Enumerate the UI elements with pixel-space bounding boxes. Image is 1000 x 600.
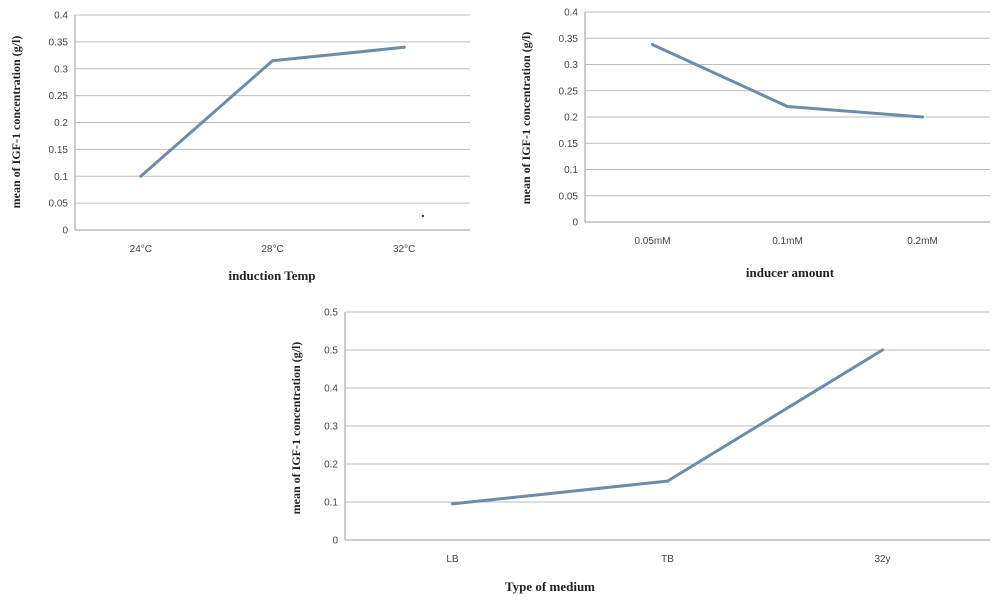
y-axis-title: mean of IGF-1 concentration (g/l) bbox=[289, 342, 303, 515]
x-tick-label: 24°C bbox=[130, 244, 152, 255]
y-tick-label: 0.4 bbox=[564, 8, 578, 19]
stray-dot bbox=[421, 214, 425, 218]
y-tick-label: 0.3 bbox=[54, 64, 68, 75]
y-tick-label: 0.4 bbox=[54, 11, 68, 22]
y-axis-title: mean of IGF-1 concentration (g/l) bbox=[519, 32, 533, 205]
x-axis-title: inducer amount bbox=[746, 265, 835, 280]
y-tick-label: 0.3 bbox=[324, 422, 338, 433]
x-tick-label: TB bbox=[661, 554, 674, 565]
y-tick-label: 0.4 bbox=[324, 384, 338, 395]
series-line bbox=[139, 45, 406, 178]
y-axis-title: mean of IGF-1 concentration (g/l) bbox=[9, 36, 23, 209]
data-point bbox=[451, 502, 454, 506]
x-axis-title: induction Temp bbox=[228, 268, 315, 283]
y-tick-label: 0 bbox=[332, 536, 338, 547]
y-tick-label: 0.05 bbox=[49, 199, 69, 210]
data-point bbox=[921, 115, 924, 119]
y-tick-label: 0 bbox=[572, 218, 578, 229]
x-axis-title: Type of medium bbox=[505, 579, 595, 594]
data-point bbox=[402, 45, 406, 49]
y-tick-label: 0.15 bbox=[49, 145, 69, 156]
y-tick-label: 0.1 bbox=[564, 165, 578, 176]
y-tick-label: 0.2 bbox=[54, 118, 68, 129]
x-tick-label: 28°C bbox=[261, 244, 283, 255]
y-tick-label: 0.5 bbox=[324, 346, 338, 357]
y-tick-label: 0.3 bbox=[564, 60, 578, 71]
x-tick-label: 0.05mM bbox=[634, 236, 670, 247]
y-tick-label: 0.35 bbox=[559, 34, 579, 45]
x-tick-label: 0.2mM bbox=[907, 236, 938, 247]
y-tick-label: 0.2 bbox=[564, 113, 578, 124]
y-tick-label: 0.15 bbox=[559, 139, 579, 150]
y-tick-label: 0.2 bbox=[324, 460, 338, 471]
y-tick-label: 0.25 bbox=[559, 86, 579, 97]
y-tick-label: 0.25 bbox=[49, 91, 69, 102]
x-tick-label: 32y bbox=[874, 554, 890, 565]
data-point bbox=[271, 59, 274, 63]
x-tick-label: 0.1mM bbox=[772, 236, 803, 247]
data-point bbox=[651, 43, 654, 47]
data-point bbox=[786, 105, 789, 108]
data-point bbox=[666, 479, 669, 483]
x-tick-label: 32°C bbox=[393, 244, 415, 255]
y-tick-label: 0.35 bbox=[49, 37, 69, 48]
data-point bbox=[881, 348, 884, 352]
y-tick-label: 0 bbox=[62, 226, 68, 237]
y-tick-label: 0.05 bbox=[559, 191, 579, 202]
y-tick-label: 0.5 bbox=[324, 308, 338, 319]
x-tick-label: LB bbox=[446, 554, 459, 565]
y-tick-label: 0.1 bbox=[54, 172, 68, 183]
y-tick-label: 0.1 bbox=[324, 498, 338, 509]
data-point bbox=[139, 174, 143, 178]
